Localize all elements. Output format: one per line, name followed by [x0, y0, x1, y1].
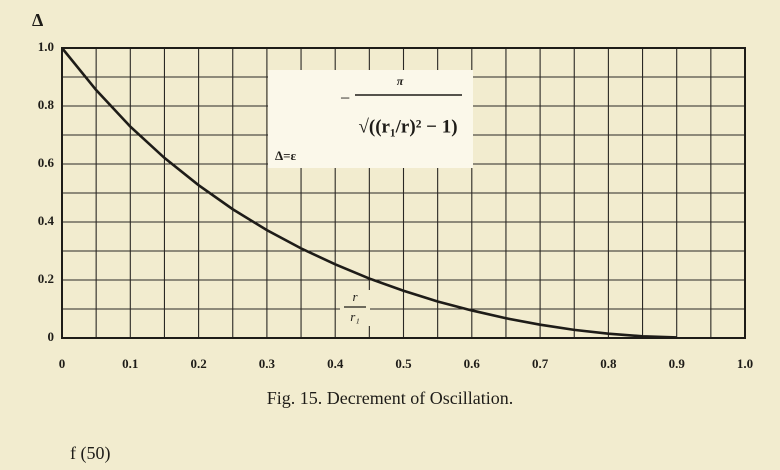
y-tick-label: 0.2: [38, 271, 54, 286]
formula-numerator: π: [397, 74, 404, 88]
x-tick-label: 0.1: [122, 356, 138, 371]
footer: f (50): [70, 443, 110, 464]
caption: Fig. 15. Decrement of Oscillation.: [267, 388, 513, 408]
x-tick-label: 0.2: [190, 356, 206, 371]
formula-lhs: Δ=ε: [275, 148, 297, 163]
x-tick-label: 0.8: [600, 356, 617, 371]
formula-box: [268, 70, 473, 168]
x-tick-label: 0: [59, 356, 66, 371]
x-tick-label: 0.6: [464, 356, 481, 371]
x-tick-label: 0.3: [259, 356, 276, 371]
x-tick-label: 1.0: [737, 356, 753, 371]
formula-sign: −: [340, 88, 350, 108]
curve: [60, 47, 677, 339]
y-tick-label: 0.8: [38, 97, 55, 112]
xlabel-box: [340, 290, 370, 326]
x-tick-label: 0.7: [532, 356, 549, 371]
x-tick-label: 0.9: [669, 356, 686, 371]
x-tick-label: 0.4: [327, 356, 344, 371]
x-axis-label-denominator: r₁: [350, 309, 360, 324]
y-tick-label: 0: [48, 329, 55, 344]
y-tick-label: 1.0: [38, 39, 54, 54]
plot-frame: [61, 47, 746, 339]
x-axis-label-numerator: r: [352, 289, 358, 304]
y-tick-label: 0.6: [38, 155, 55, 170]
y-axis-label: Δ: [32, 10, 43, 30]
formula-denominator: √((r₁/r)² − 1): [358, 116, 457, 137]
x-tick-label: 0.5: [395, 356, 412, 371]
y-tick-label: 0.4: [38, 213, 55, 228]
